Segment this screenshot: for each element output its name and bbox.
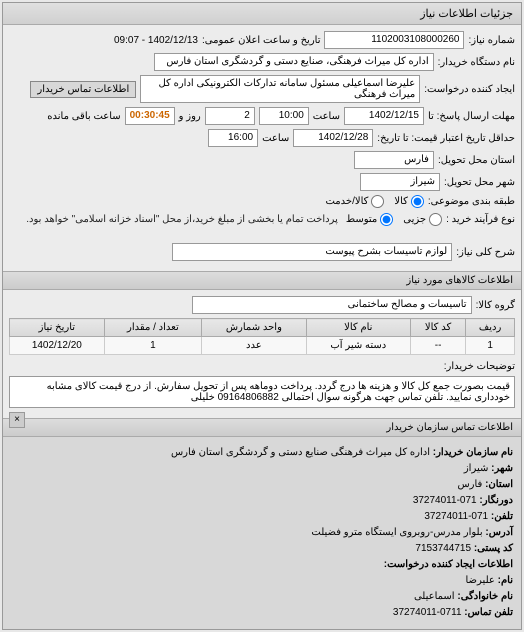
panel-header: جزئیات اطلاعات نیاز: [3, 3, 521, 25]
process-note: پرداخت تمام یا بخشی از مبلغ خرید،از محل …: [22, 212, 342, 227]
desc-label: توضیحات خریدار:: [444, 361, 515, 372]
c-creator-label: اطلاعات ایجاد کننده درخواست:: [384, 559, 513, 570]
process-label: نوع فرآیند خرید :: [446, 214, 515, 225]
group-label: گروه کالا:: [476, 300, 515, 311]
org-label: نام دستگاه خریدار:: [438, 57, 515, 68]
main-panel: جزئیات اطلاعات نیاز شماره نیاز: 11020031…: [2, 2, 522, 630]
package-khadamat-radio[interactable]: [371, 195, 384, 208]
need-section: شرح کلی نیاز: لوازم تاسیسات بشرح پیوست: [3, 237, 521, 271]
items-section: گروه کالا: تاسیسات و مصالح ساختمانی ردیف…: [3, 290, 521, 418]
time-label-2: ساعت: [262, 133, 289, 144]
request-no-field: 1102003108000260: [324, 31, 464, 49]
col-qty: تعداد / مقدار: [104, 319, 201, 337]
c-fax: 071-37274011: [413, 495, 477, 506]
close-icon[interactable]: ×: [9, 412, 25, 428]
col-unit: واحد شمارش: [202, 319, 307, 337]
c-cphone: 0711-37274011: [393, 607, 462, 618]
c-postal-label: کد پستی:: [474, 543, 513, 554]
time-label-1: ساعت: [313, 111, 340, 122]
c-province: فارس: [457, 479, 482, 490]
cell-date: 1402/12/20: [10, 337, 105, 355]
creator-label: ایجاد کننده درخواست:: [424, 84, 515, 95]
province-field: فارس: [354, 151, 434, 169]
col-name: نام کالا: [306, 319, 410, 337]
c-city: شیراز: [464, 463, 489, 474]
package-kala-radio[interactable]: [411, 195, 424, 208]
package-radio-group: کالا کالا/خدمت: [325, 195, 423, 208]
c-name-label: نام:: [498, 575, 513, 586]
c-lastname-label: نام خانوادگی:: [457, 591, 513, 602]
c-city-label: شهر:: [491, 463, 513, 474]
validity-time: 16:00: [208, 129, 258, 147]
panel-title: جزئیات اطلاعات نیاز: [420, 8, 513, 20]
contact-section: نام سازمان خریدار: اداره کل میراث فرهنگی…: [3, 437, 521, 629]
c-province-label: استان:: [485, 479, 513, 490]
table-header-row: ردیف کد کالا نام کالا واحد شمارش تعداد /…: [10, 319, 515, 337]
contact-buyer-button[interactable]: اطلاعات تماس خریدار: [30, 81, 136, 98]
request-no-label: شماره نیاز:: [468, 35, 515, 46]
timer: 00:30:45: [125, 107, 175, 125]
c-phone-label: تلفن:: [491, 511, 513, 522]
need-title-label: شرح کلی نیاز:: [456, 247, 515, 258]
announce-label: تاریخ و ساعت اعلان عمومی:: [202, 35, 321, 46]
need-title-field: لوازم تاسیسات بشرح پیوست: [172, 243, 452, 261]
city-label: شهر محل تحویل:: [444, 177, 515, 188]
deadline-date: 1402/12/15: [344, 107, 424, 125]
contact-section-title: اطلاعات تماس سازمان خریدار: [3, 418, 521, 437]
city-field: شیراز: [360, 173, 440, 191]
c-phone: 071-37274011: [424, 511, 488, 522]
province-label: استان محل تحویل:: [438, 155, 515, 166]
deadline-label: مهلت ارسال پاسخ: تا: [428, 111, 515, 122]
col-idx: ردیف: [466, 319, 515, 337]
c-org-label: نام سازمان خریدار:: [433, 447, 513, 458]
group-field: تاسیسات و مصالح ساختمانی: [192, 296, 472, 314]
cell-code: --: [410, 337, 465, 355]
announce-value: 1402/12/13 - 09:07: [114, 35, 198, 46]
c-lastname: اسماعیلی: [414, 591, 455, 602]
c-name: علیرضا: [466, 575, 495, 586]
creator-field: علیرضا اسماعیلی مسئول سامانه تدارکات الک…: [140, 75, 420, 103]
items-table: ردیف کد کالا نام کالا واحد شمارش تعداد /…: [9, 318, 515, 355]
cell-qty: 1: [104, 337, 201, 355]
cell-idx: 1: [466, 337, 515, 355]
process-m-radio[interactable]: [380, 213, 393, 226]
table-row[interactable]: 1 -- دسته شیر آب عدد 1 1402/12/20: [10, 337, 515, 355]
col-code: کد کالا: [410, 319, 465, 337]
package-kala[interactable]: کالا: [394, 195, 424, 208]
c-org: اداره کل میراث فرهنگی صنایع دستی و گردشگ…: [171, 447, 430, 458]
cell-name: دسته شیر آب: [306, 337, 410, 355]
c-postal: 7153744715: [415, 543, 471, 554]
deadline-time: 10:00: [259, 107, 309, 125]
days-left: 2: [205, 107, 255, 125]
process-j-radio[interactable]: [429, 213, 442, 226]
package-label: طبقه بندی موضوعی:: [428, 196, 515, 207]
c-fax-label: دورنگار:: [479, 495, 513, 506]
desc-box: قیمت بصورت جمع کل کالا و هزینه ها درج گر…: [9, 376, 515, 408]
process-radio-group: جزیی متوسط: [346, 213, 442, 226]
process-j[interactable]: جزیی: [403, 213, 442, 226]
package-khadamat[interactable]: کالا/خدمت: [325, 195, 384, 208]
c-address: بلوار مدرس-روبروی ایستگاه مترو فضیلت: [311, 527, 482, 538]
c-address-label: آدرس:: [485, 527, 513, 538]
header-section: شماره نیاز: 1102003108000260 تاریخ و ساع…: [3, 25, 521, 237]
remain-label: ساعت باقی مانده: [47, 111, 120, 122]
col-date: تاریخ نیاز: [10, 319, 105, 337]
c-cphone-label: تلفن تماس:: [464, 607, 513, 618]
validity-label: حداقل تاریخ اعتبار قیمت: تا تاریخ:: [377, 133, 515, 144]
org-field: اداره کل میراث فرهنگی، صنایع دستی و گردش…: [154, 53, 434, 71]
validity-date: 1402/12/28: [293, 129, 373, 147]
process-m[interactable]: متوسط: [346, 213, 393, 226]
cell-unit: عدد: [202, 337, 307, 355]
days-label: روز و: [179, 111, 201, 122]
items-section-title: اطلاعات کالاهای مورد نیاز: [3, 271, 521, 290]
